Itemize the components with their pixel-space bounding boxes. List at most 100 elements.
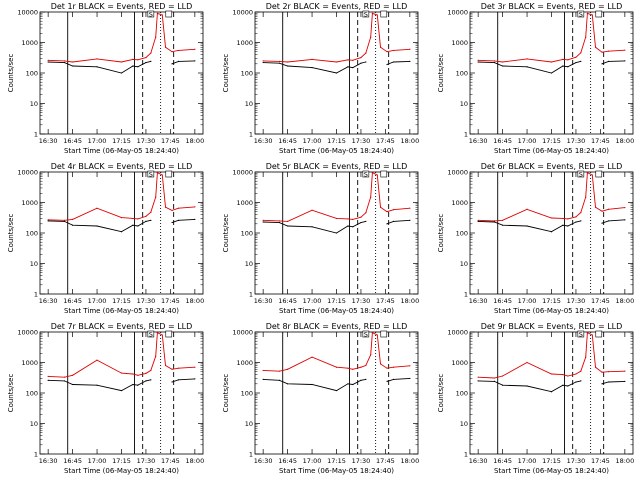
data-point bbox=[63, 219, 66, 221]
data-point bbox=[526, 58, 528, 60]
data-point bbox=[550, 391, 553, 393]
data-point bbox=[392, 366, 395, 368]
events-series-line bbox=[478, 219, 625, 233]
data-point bbox=[386, 380, 388, 383]
x-tick-label: 17:45 bbox=[591, 137, 610, 145]
y-tick-label: 10 bbox=[460, 260, 468, 268]
data-point bbox=[311, 209, 313, 211]
x-tick-label: 17:00 bbox=[303, 137, 322, 145]
data-point bbox=[137, 66, 139, 68]
x-axis-label: Start Time (06-May-05 18:24:40) bbox=[64, 307, 179, 315]
y-tick-label: 1000 bbox=[236, 359, 253, 367]
data-point bbox=[601, 51, 603, 53]
x-tick-label: 18:00 bbox=[615, 137, 634, 145]
state-marker-letter: S bbox=[579, 171, 583, 179]
data-point bbox=[562, 384, 564, 386]
detector-panel: Det 3r BLACK = Events, RED = LLD Counts/s… bbox=[437, 2, 634, 155]
x-tick-label: 18:00 bbox=[185, 137, 204, 145]
data-point bbox=[150, 60, 152, 63]
data-point bbox=[132, 65, 134, 67]
panel-title: Det 7r BLACK = Events, RED = LLD bbox=[51, 322, 193, 331]
x-tick-label: 16:45 bbox=[493, 297, 512, 305]
state-marker-box bbox=[380, 10, 388, 18]
data-point bbox=[132, 383, 134, 386]
x-tick-label: 17:00 bbox=[518, 137, 537, 145]
x-tick-label: 17:15 bbox=[112, 297, 131, 305]
state-marker-letter: S bbox=[579, 11, 583, 19]
y-tick-label: 10 bbox=[30, 420, 38, 428]
data-point bbox=[575, 221, 577, 223]
data-point bbox=[132, 58, 134, 60]
state-marker-box bbox=[595, 10, 603, 18]
y-tick-label: 10 bbox=[30, 260, 38, 268]
data-point bbox=[365, 52, 367, 54]
data-point bbox=[392, 220, 395, 223]
plot-frame bbox=[39, 171, 204, 295]
data-point bbox=[360, 216, 362, 218]
data-point bbox=[365, 378, 367, 380]
x-tick-label: 18:00 bbox=[185, 457, 204, 465]
data-point bbox=[386, 211, 388, 213]
detector-panel: Det 5r BLACK = Events, RED = LLD Counts/s… bbox=[222, 162, 419, 315]
data-point bbox=[132, 373, 134, 375]
data-point bbox=[591, 334, 593, 336]
x-tick-label: 17:30 bbox=[352, 457, 371, 465]
data-point bbox=[580, 380, 582, 382]
data-point bbox=[347, 383, 349, 385]
data-point bbox=[120, 61, 123, 63]
data-point bbox=[137, 384, 139, 386]
data-point bbox=[278, 370, 281, 372]
data-point bbox=[177, 219, 180, 221]
panel-title: Det 9r BLACK = Events, RED = LLD bbox=[481, 322, 623, 331]
y-tick-label: 1 bbox=[249, 291, 253, 299]
data-point bbox=[624, 49, 626, 51]
state-marker-box bbox=[595, 330, 603, 338]
state-marker-letter: S bbox=[149, 11, 153, 19]
data-point bbox=[379, 363, 382, 365]
x-axis-label: Start Time (06-May-05 18:24:40) bbox=[279, 467, 394, 475]
x-tick-label: 18:00 bbox=[400, 137, 419, 145]
data-point bbox=[161, 174, 163, 176]
data-point bbox=[72, 374, 74, 376]
y-tick-label: 10000 bbox=[232, 169, 253, 177]
data-point bbox=[526, 361, 528, 364]
data-point bbox=[287, 220, 289, 223]
data-point bbox=[335, 72, 338, 74]
x-tick-label: 17:45 bbox=[376, 137, 395, 145]
lld-series-line bbox=[263, 172, 410, 222]
data-point bbox=[164, 206, 167, 208]
data-point bbox=[287, 61, 289, 63]
data-point bbox=[352, 383, 354, 386]
x-tick-label: 16:45 bbox=[278, 137, 297, 145]
x-tick-label: 17:15 bbox=[112, 457, 131, 465]
data-point bbox=[502, 224, 504, 226]
x-tick-label: 16:30 bbox=[39, 137, 58, 145]
x-tick-label: 17:45 bbox=[376, 457, 395, 465]
y-axis-label: Counts/sec bbox=[437, 214, 445, 253]
data-point bbox=[335, 232, 338, 234]
data-point bbox=[287, 383, 289, 385]
data-point bbox=[311, 67, 313, 69]
data-point bbox=[493, 221, 496, 223]
data-point bbox=[392, 61, 395, 63]
data-point bbox=[278, 379, 281, 381]
y-tick-label: 100 bbox=[241, 70, 253, 78]
data-point bbox=[477, 219, 479, 221]
data-point bbox=[150, 211, 152, 213]
x-tick-label: 17:30 bbox=[137, 297, 156, 305]
y-tick-label: 10000 bbox=[232, 329, 253, 337]
state-marker-box bbox=[577, 330, 585, 338]
x-tick-label: 16:45 bbox=[493, 457, 512, 465]
data-point bbox=[311, 383, 313, 386]
data-point bbox=[493, 380, 496, 383]
data-point bbox=[624, 219, 626, 221]
data-point bbox=[72, 383, 74, 386]
data-point bbox=[47, 59, 49, 61]
data-point bbox=[371, 332, 373, 334]
data-point bbox=[376, 334, 378, 336]
data-point bbox=[526, 225, 528, 227]
data-point bbox=[575, 373, 577, 375]
x-tick-label: 16:30 bbox=[254, 137, 273, 145]
x-axis-label: Start Time (06-May-05 18:24:40) bbox=[64, 467, 179, 475]
data-point bbox=[526, 66, 528, 68]
